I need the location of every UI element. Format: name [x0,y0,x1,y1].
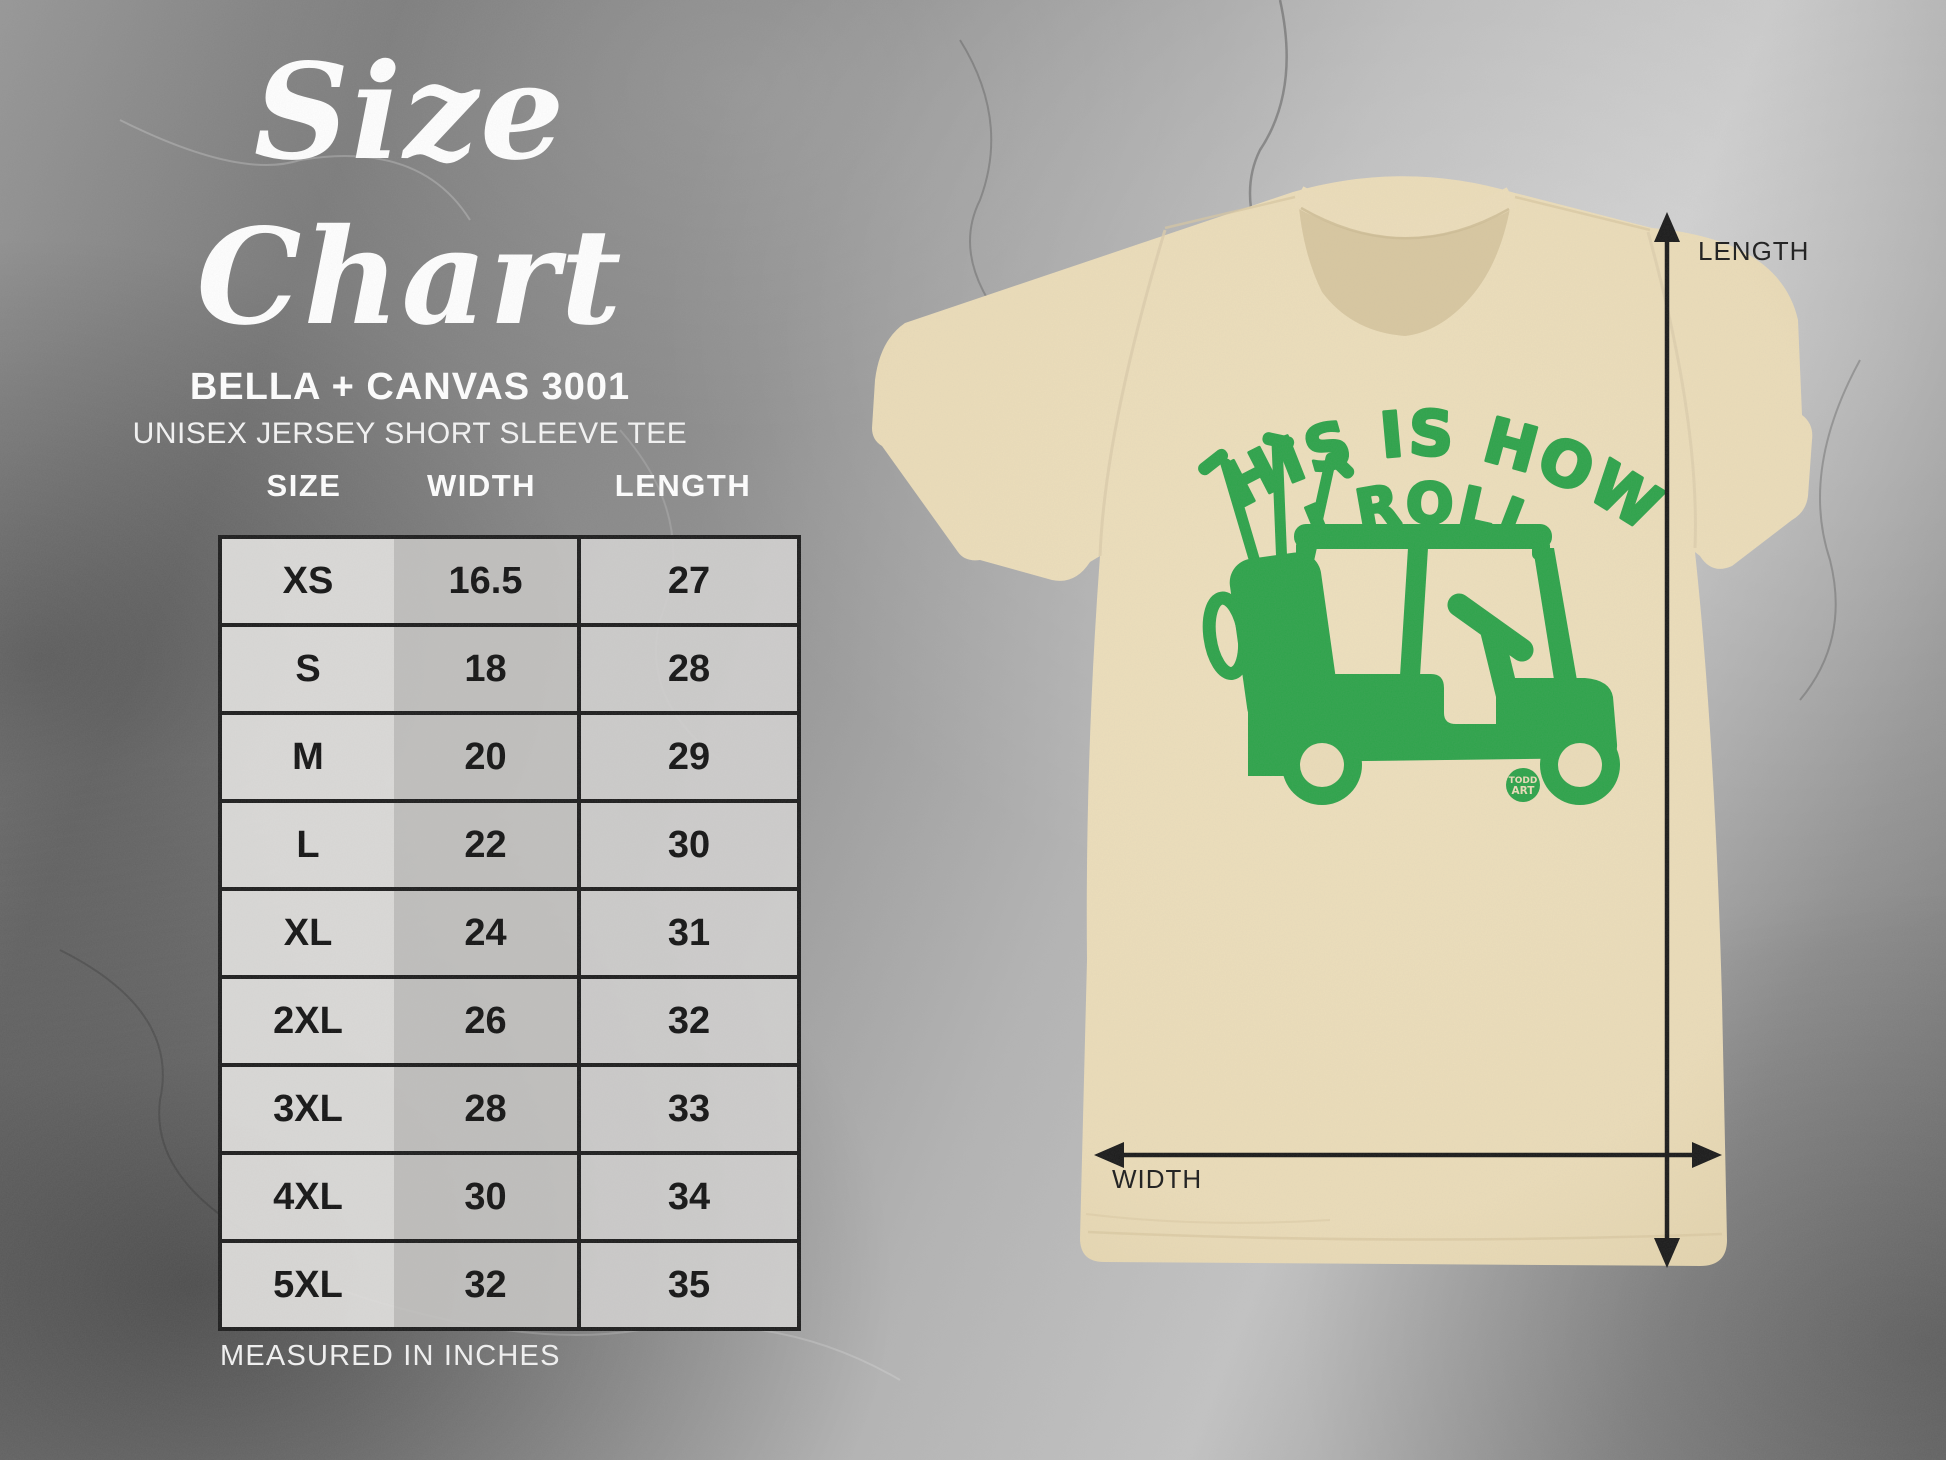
width-cell: 22 [394,803,577,891]
size-cell: M [222,715,394,803]
size-cell: XL [222,891,394,979]
length-cell: 28 [577,627,797,715]
size-cell: 4XL [222,1155,394,1243]
size-cell: L [222,803,394,891]
length-cell: 31 [577,891,797,979]
width-cell: 26 [394,979,577,1067]
column-header-length: LENGTH [614,468,752,503]
length-cell: 27 [577,539,797,627]
table-column-headers: SIZE WIDTH LENGTH [218,468,793,504]
width-cell: 16.5 [394,539,577,627]
length-label: LENGTH [1698,236,1810,266]
length-cell: 30 [577,803,797,891]
cart-roof [1294,524,1552,549]
info-panel: Size Chart BELLA + CANVAS 3001 UNISEX JE… [70,30,750,451]
width-cell: 18 [394,627,577,715]
width-cell: 20 [394,715,577,803]
product-name: UNISEX JERSEY SHORT SLEEVE TEE [132,417,688,450]
width-cell: 32 [394,1243,577,1327]
todd-art-logo: TODD ART [1506,768,1540,802]
brand-name: BELLA + CANVAS 3001 [189,366,631,408]
length-cell: 35 [577,1243,797,1327]
page-title: Size Chart [196,35,624,355]
size-cell: XS [222,539,394,627]
size-cell: 3XL [222,1067,394,1155]
length-cell: 32 [577,979,797,1067]
size-chart-table: XS 16.5 27 S 18 28 M 20 29 L 22 30 XL 24 31 2XL 26 32 3XL 2… [218,535,801,1331]
column-header-size: SIZE [266,468,342,503]
width-cell: 28 [394,1067,577,1155]
size-cell: S [222,627,394,715]
size-cell: 5XL [222,1243,394,1327]
column-header-width: WIDTH [426,468,537,503]
width-cell: 30 [394,1155,577,1243]
units-footnote: MEASURED IN INCHES [220,1340,561,1372]
size-cell: 2XL [222,979,394,1067]
logo-line2: ART [1512,785,1536,797]
length-cell: 33 [577,1067,797,1155]
width-cell: 24 [394,891,577,979]
width-label: WIDTH [1112,1164,1203,1194]
length-cell: 34 [577,1155,797,1243]
length-cell: 29 [577,715,797,803]
